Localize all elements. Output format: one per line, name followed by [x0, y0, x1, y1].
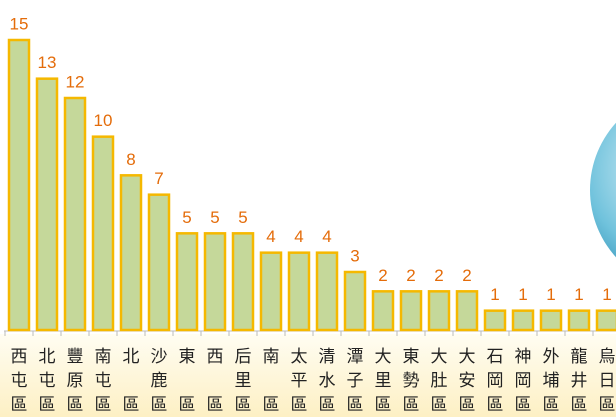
value-label: 2: [434, 266, 443, 285]
x-tick-label: 北區: [123, 347, 140, 415]
bar: [91, 135, 115, 332]
x-tick-label: 烏日區: [599, 347, 616, 415]
x-tick-label: 北屯區: [39, 347, 56, 415]
bar: [455, 290, 479, 332]
bar: [35, 77, 59, 332]
bar: [259, 251, 283, 332]
bar: [63, 96, 87, 332]
x-tick-label: 大里區: [375, 347, 392, 415]
x-tick-label: 東勢區: [403, 347, 420, 415]
bar: [343, 270, 367, 332]
value-label: 2: [462, 266, 471, 285]
value-label: 1: [518, 285, 527, 304]
bar: [203, 232, 227, 332]
value-label: 15: [10, 14, 29, 33]
value-label: 2: [406, 266, 415, 285]
bar: [231, 232, 255, 332]
bar: [595, 309, 616, 332]
bar: [315, 251, 339, 332]
bar: [539, 309, 563, 332]
value-label: 4: [266, 227, 275, 246]
value-label: 5: [238, 208, 247, 227]
value-label: 8: [126, 150, 135, 169]
value-label: 1: [602, 285, 611, 304]
bar: [7, 38, 31, 332]
value-label: 5: [210, 208, 219, 227]
x-tick-label: 西區: [207, 347, 224, 415]
x-tick-label: 石岡區: [487, 347, 504, 415]
bar: [427, 290, 451, 332]
x-tick-label: 潭子區: [347, 347, 364, 415]
value-label: 1: [574, 285, 583, 304]
value-label: 4: [294, 227, 303, 246]
value-label: 2: [378, 266, 387, 285]
bar: [147, 193, 171, 332]
x-tick-label: 大肚區: [431, 347, 448, 415]
x-tick-label: 沙鹿區: [151, 347, 168, 415]
label-band: [0, 334, 616, 417]
x-tick-label: 后里區: [235, 347, 252, 415]
x-tick-label: 龍井區: [571, 347, 588, 415]
bar: [175, 232, 199, 332]
x-tick-label: 神岡區: [515, 347, 532, 415]
bar: [567, 309, 591, 332]
x-tick-label: 外埔區: [543, 347, 560, 415]
value-label: 10: [94, 111, 113, 130]
x-tick-label: 大安區: [459, 347, 476, 415]
globe-decoration: [590, 122, 616, 258]
value-label: 1: [490, 285, 499, 304]
value-label: 13: [38, 53, 57, 72]
x-tick-label: 東區: [179, 347, 196, 415]
x-tick-label: 南區: [263, 347, 280, 415]
value-label: 1: [546, 285, 555, 304]
bar: [119, 174, 143, 332]
value-label: 3: [350, 246, 359, 265]
value-label: 7: [154, 169, 163, 188]
bar: [287, 251, 311, 332]
x-tick-label: 豐原區: [67, 347, 84, 415]
x-tick-label: 太平區: [291, 347, 308, 415]
bar: [399, 290, 423, 332]
x-tick-label: 西屯區: [11, 347, 28, 415]
bar: [371, 290, 395, 332]
value-label: 12: [66, 72, 85, 91]
x-tick-label: 清水區: [319, 347, 336, 415]
bar: [511, 309, 535, 332]
bar: [483, 309, 507, 332]
value-label: 5: [182, 208, 191, 227]
x-tick-label: 南屯區: [95, 347, 112, 415]
value-label: 4: [322, 227, 331, 246]
